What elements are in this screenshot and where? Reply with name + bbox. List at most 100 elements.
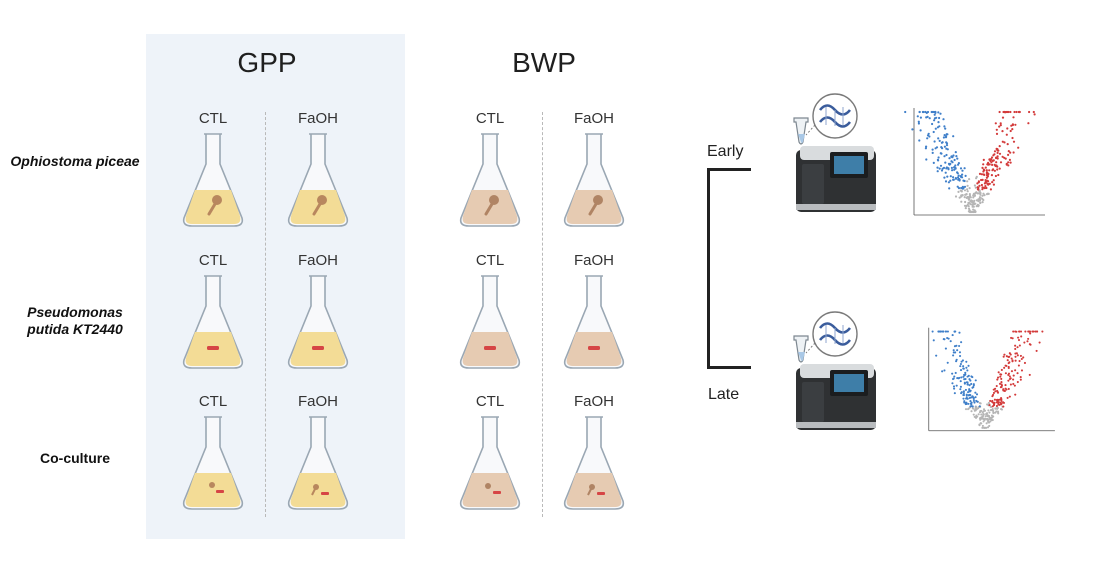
volcano-point	[975, 199, 978, 202]
volcano-point	[993, 150, 997, 153]
volcano-point	[952, 349, 955, 352]
volcano-point	[1000, 368, 1003, 372]
volcano-point	[1016, 354, 1019, 357]
volcano-point	[916, 115, 919, 118]
sequencer-early	[793, 93, 876, 212]
volcano-point	[944, 136, 948, 139]
volcano-point	[994, 122, 997, 125]
volcano-point	[959, 365, 962, 368]
volcano-point	[1012, 330, 1015, 333]
volcano-point	[975, 393, 979, 396]
volcano-point	[919, 116, 922, 119]
volcano-point	[960, 392, 963, 395]
volcano-point	[976, 400, 979, 403]
volcano-point	[939, 112, 942, 115]
timepoint-bracket-top	[707, 168, 751, 171]
volcano-point	[933, 140, 936, 143]
flask-bwp-pseudomonas-ctl	[459, 275, 521, 369]
volcano-point	[1018, 330, 1021, 333]
volcano-point	[967, 201, 970, 205]
volcano-point	[1011, 123, 1014, 126]
volcano-point	[925, 145, 928, 148]
volcano-point	[960, 341, 963, 344]
volcano-point	[965, 366, 968, 369]
volcano-point	[936, 166, 939, 169]
volcano-point	[989, 399, 992, 403]
volcano-point	[1011, 136, 1014, 140]
volcano-point	[962, 365, 965, 368]
volcano-point	[1023, 361, 1027, 365]
volcano-point	[973, 194, 976, 197]
volcano-point	[986, 415, 989, 418]
volcano-point	[964, 207, 967, 210]
volcano-point	[992, 154, 995, 157]
volcano-point	[966, 369, 969, 372]
volcano-point	[972, 413, 975, 416]
volcano-point	[972, 397, 975, 401]
volcano-point	[979, 201, 982, 204]
volcano-point	[1003, 141, 1006, 144]
volcano-point	[995, 164, 998, 167]
volcano-point	[995, 147, 998, 150]
cond-label-bwp-faoh: FaOH	[573, 110, 614, 127]
volcano-point	[1007, 161, 1010, 164]
volcano-point	[952, 354, 955, 357]
volcano-point	[984, 415, 987, 418]
volcano-point	[978, 405, 981, 408]
volcano-point	[1009, 129, 1012, 133]
volcano-point	[979, 416, 982, 419]
volcano-point	[1001, 155, 1004, 158]
volcano-point	[946, 330, 949, 333]
volcano-point	[981, 194, 984, 197]
volcano-point	[1002, 355, 1005, 358]
volcano-point	[978, 411, 982, 414]
volcano-point	[917, 120, 920, 123]
volcano-point	[970, 375, 973, 378]
volcano-point	[951, 372, 954, 375]
volcano-point	[1020, 357, 1023, 361]
volcano-point	[979, 402, 982, 405]
volcano-point	[1007, 387, 1010, 391]
volcano-point	[1026, 340, 1029, 343]
volcano-point	[1015, 352, 1018, 355]
volcano-point	[950, 160, 953, 163]
volcano-point	[1012, 151, 1015, 154]
volcano-point	[1010, 357, 1013, 360]
volcano-point	[967, 205, 970, 208]
volcano-point	[985, 422, 988, 425]
volcano-point	[982, 168, 985, 171]
volcano-point	[970, 410, 973, 413]
volcano-point	[995, 128, 998, 131]
volcano-point	[963, 167, 966, 170]
volcano-point	[988, 404, 991, 407]
volcano-point	[965, 204, 968, 208]
volcano-point	[962, 390, 965, 393]
volcano-point	[1003, 366, 1006, 369]
volcano-point	[1004, 364, 1007, 367]
volcano-point	[998, 152, 1002, 155]
volcano-point	[955, 360, 958, 363]
volcano-point	[997, 402, 1000, 405]
volcano-point	[919, 129, 922, 132]
volcano-point	[904, 110, 907, 114]
volcano-point	[999, 124, 1002, 127]
volcano-point	[961, 187, 964, 190]
volcano-point	[1008, 375, 1011, 378]
volcano-point	[958, 177, 961, 181]
volcano-point	[1005, 133, 1008, 136]
volcano-point	[988, 424, 991, 427]
volcano-point	[972, 196, 975, 199]
volcano-point	[968, 390, 971, 393]
volcano-point	[940, 146, 943, 149]
volcano-point	[962, 397, 965, 400]
volcano-point	[953, 345, 957, 348]
volcano-point	[1022, 356, 1025, 359]
volcano-point	[924, 147, 927, 150]
volcano-point	[992, 415, 995, 418]
volcano-point	[1019, 330, 1023, 333]
volcano-point	[1007, 362, 1010, 365]
sequencer-machine-icon	[796, 364, 876, 430]
volcano-point	[941, 330, 944, 333]
volcano-point	[962, 367, 965, 370]
volcano-point	[1016, 372, 1019, 375]
